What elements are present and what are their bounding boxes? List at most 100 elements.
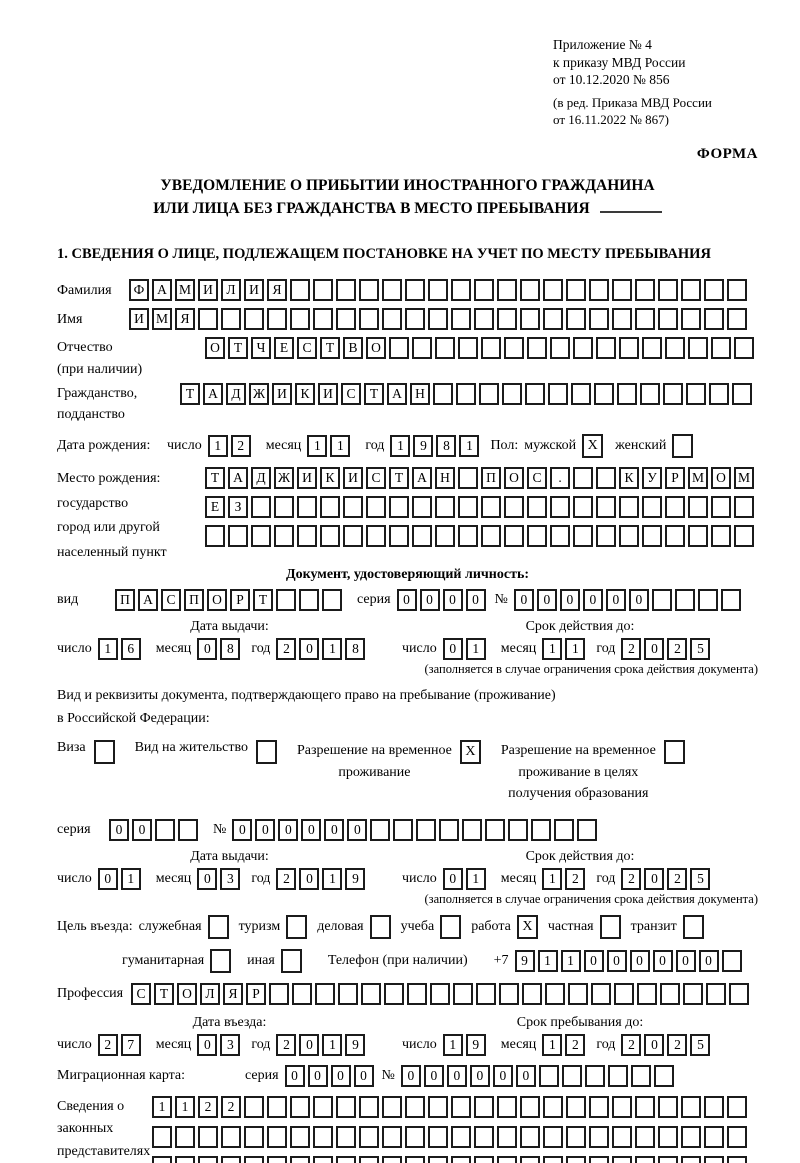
char-box[interactable]: 0 xyxy=(583,949,604,972)
char-box[interactable] xyxy=(435,337,455,360)
char-box[interactable] xyxy=(704,1095,724,1118)
char-box[interactable]: 0 xyxy=(232,818,253,841)
purpose-inaya-checkbox[interactable] xyxy=(280,948,302,973)
char-box[interactable]: 1 xyxy=(465,638,486,661)
char-box[interactable] xyxy=(704,279,724,302)
char-box[interactable] xyxy=(596,496,616,519)
char-box[interactable]: А xyxy=(203,382,223,405)
char-box[interactable] xyxy=(428,1095,448,1118)
char-box[interactable]: М xyxy=(175,279,195,302)
char-box[interactable] xyxy=(428,279,448,302)
char-box[interactable] xyxy=(545,982,565,1005)
char-box[interactable]: 2 xyxy=(198,1095,218,1118)
char-box[interactable] xyxy=(522,982,542,1005)
char-box[interactable]: 1 xyxy=(322,1033,343,1056)
char-box[interactable]: 1 xyxy=(542,1033,563,1056)
char-box[interactable]: Н xyxy=(435,467,455,490)
char-box[interactable]: 0 xyxy=(606,949,627,972)
char-box[interactable]: 0 xyxy=(442,638,463,661)
char-box[interactable]: О xyxy=(366,337,386,360)
char-box[interactable] xyxy=(612,308,632,331)
char-box[interactable]: О xyxy=(177,982,197,1005)
char-box[interactable]: Т xyxy=(320,337,340,360)
char-box[interactable] xyxy=(607,1064,628,1087)
char-box[interactable]: 0 xyxy=(469,1064,490,1087)
char-box[interactable]: Я xyxy=(223,982,243,1005)
char-box[interactable] xyxy=(228,525,248,548)
char-box[interactable] xyxy=(292,982,312,1005)
char-box[interactable] xyxy=(315,982,335,1005)
char-box[interactable] xyxy=(665,337,685,360)
char-box[interactable]: С xyxy=(161,589,181,612)
char-box[interactable] xyxy=(584,1064,605,1087)
char-box[interactable] xyxy=(267,1155,287,1163)
char-box[interactable] xyxy=(476,982,496,1005)
char-box[interactable] xyxy=(686,382,706,405)
char-box[interactable]: 1 xyxy=(97,638,118,661)
char-box[interactable] xyxy=(152,1125,172,1148)
char-box[interactable]: Р xyxy=(246,982,266,1005)
char-box[interactable] xyxy=(704,308,724,331)
char-box[interactable] xyxy=(497,1095,517,1118)
char-box[interactable]: 1 xyxy=(207,435,228,458)
char-box[interactable] xyxy=(612,1095,632,1118)
char-box[interactable]: 0 xyxy=(353,1064,374,1087)
char-box[interactable]: П xyxy=(115,589,135,612)
char-box[interactable]: С xyxy=(341,382,361,405)
char-box[interactable]: 2 xyxy=(276,867,297,890)
char-box[interactable] xyxy=(405,1095,425,1118)
purpose-tranzit-checkbox[interactable] xyxy=(682,914,704,939)
char-box[interactable] xyxy=(474,279,494,302)
char-box[interactable]: А xyxy=(152,279,172,302)
char-box[interactable]: Т xyxy=(364,382,384,405)
char-box[interactable] xyxy=(727,1095,747,1118)
char-box[interactable]: 0 xyxy=(301,818,322,841)
char-box[interactable] xyxy=(205,525,225,548)
visa-checkbox[interactable] xyxy=(93,739,115,764)
char-box[interactable]: С xyxy=(297,337,317,360)
char-box[interactable] xyxy=(361,982,381,1005)
char-box[interactable]: А xyxy=(228,467,248,490)
char-box[interactable] xyxy=(269,982,289,1005)
char-box[interactable] xyxy=(665,525,685,548)
char-box[interactable]: Ф xyxy=(129,279,149,302)
char-box[interactable]: А xyxy=(138,589,158,612)
char-box[interactable] xyxy=(336,279,356,302)
char-box[interactable]: 0 xyxy=(278,818,299,841)
char-box[interactable] xyxy=(642,337,662,360)
char-box[interactable]: 0 xyxy=(109,818,129,841)
char-box[interactable]: 0 xyxy=(347,818,368,841)
char-box[interactable]: 0 xyxy=(582,589,603,612)
char-box[interactable] xyxy=(198,1155,218,1163)
char-box[interactable]: С xyxy=(366,467,386,490)
char-box[interactable]: 2 xyxy=(276,638,297,661)
char-box[interactable]: 0 xyxy=(400,1064,421,1087)
char-box[interactable] xyxy=(299,589,319,612)
char-box[interactable]: Т xyxy=(228,337,248,360)
char-box[interactable] xyxy=(573,337,593,360)
char-box[interactable]: 2 xyxy=(230,435,251,458)
char-box[interactable] xyxy=(577,818,598,841)
char-box[interactable] xyxy=(520,279,540,302)
char-box[interactable] xyxy=(221,308,241,331)
char-box[interactable] xyxy=(635,1125,655,1148)
char-box[interactable] xyxy=(267,1125,287,1148)
char-box[interactable]: 1 xyxy=(565,638,586,661)
char-box[interactable] xyxy=(499,982,519,1005)
char-box[interactable] xyxy=(727,308,747,331)
char-box[interactable]: С xyxy=(527,467,547,490)
char-box[interactable]: М xyxy=(688,467,708,490)
char-box[interactable] xyxy=(366,496,386,519)
char-box[interactable] xyxy=(290,1155,310,1163)
char-box[interactable]: Т xyxy=(180,382,200,405)
char-box[interactable] xyxy=(320,525,340,548)
char-box[interactable] xyxy=(561,1064,582,1087)
char-box[interactable] xyxy=(658,308,678,331)
char-box[interactable] xyxy=(566,279,586,302)
char-box[interactable]: 2 xyxy=(565,867,586,890)
char-box[interactable] xyxy=(683,982,703,1005)
char-box[interactable]: 0 xyxy=(197,1033,218,1056)
purpose-delovaya-checkbox[interactable] xyxy=(369,914,391,939)
char-box[interactable] xyxy=(366,525,386,548)
char-box[interactable] xyxy=(343,496,363,519)
